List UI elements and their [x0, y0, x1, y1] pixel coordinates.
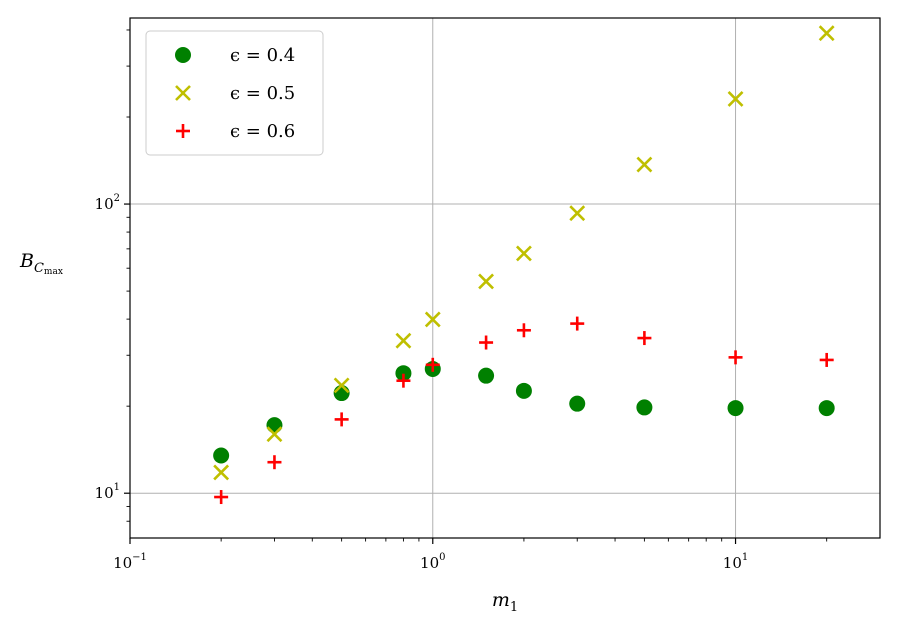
- x-marker-stroke: [213, 464, 230, 481]
- y-tick-label-base: 10: [95, 484, 114, 502]
- x-marker-stroke: [569, 205, 586, 222]
- data-point: [266, 417, 283, 434]
- legend-marker: [175, 85, 191, 101]
- x-marker-stroke: [636, 156, 653, 173]
- data-point: [818, 25, 835, 42]
- x-marker-stroke: [727, 90, 744, 107]
- y-tick-label: 102: [95, 193, 120, 213]
- legend-box: [145, 30, 324, 156]
- data-point: [515, 245, 532, 262]
- legend-items: ϵ = 0.4 ϵ = 0.5 ϵ = 0.6: [175, 45, 295, 142]
- x-marker-stroke: [424, 311, 441, 328]
- x-axis-label: m1: [492, 589, 518, 615]
- y-axis-label: BCmax: [19, 250, 63, 277]
- legend-entry: ϵ = 0.6: [176, 121, 295, 142]
- y-tick-label-exponent: 2: [114, 193, 120, 204]
- data-point: [636, 399, 653, 416]
- data-point: [569, 205, 586, 222]
- data-point: [425, 357, 440, 372]
- legend-entry: ϵ = 0.5: [175, 83, 295, 104]
- data-point: [478, 367, 495, 384]
- x-tick-label-base: 10: [113, 554, 132, 572]
- plot-frame: [129, 17, 881, 539]
- data-point: [479, 335, 494, 350]
- data-point: [818, 400, 835, 417]
- data-point: [266, 426, 283, 443]
- legend-marker: [175, 47, 191, 63]
- data-point: [516, 323, 531, 338]
- legend-entry: ϵ = 0.4: [175, 45, 295, 66]
- x-marker-stroke: [333, 377, 350, 394]
- y-axis-label-subscript: C: [34, 261, 44, 276]
- data-point: [213, 447, 230, 464]
- x-tick-label-exponent: 0: [439, 552, 445, 563]
- data-point: [424, 311, 441, 328]
- series-3: [214, 316, 834, 505]
- data-point: [213, 464, 230, 481]
- y-tick-label-base: 10: [95, 195, 114, 213]
- data-point: [267, 455, 282, 470]
- data-point: [570, 316, 585, 331]
- data-point: [395, 332, 412, 349]
- y-axis-label-subsubscript: max: [44, 267, 63, 277]
- x-marker-stroke: [515, 245, 532, 262]
- x-tick-label: 100: [420, 552, 445, 572]
- x-tick-label-base: 10: [420, 554, 439, 572]
- series-1: [213, 360, 835, 464]
- data-point: [636, 156, 653, 173]
- legend-label: ϵ = 0.4: [230, 45, 295, 66]
- data-point: [515, 382, 532, 399]
- data-point: [727, 90, 744, 107]
- y-tick-label: 101: [95, 482, 120, 502]
- x-marker-stroke: [395, 332, 412, 349]
- x-tick-label: 10−1: [113, 552, 147, 572]
- data-points: [213, 25, 835, 505]
- data-point: [334, 412, 349, 427]
- x-tick-label-exponent: 1: [742, 552, 748, 563]
- data-point: [637, 331, 652, 346]
- legend-label: ϵ = 0.5: [230, 83, 295, 104]
- data-point: [819, 352, 834, 367]
- x-marker-stroke: [478, 273, 495, 290]
- x-marker-stroke: [175, 85, 191, 101]
- data-point: [333, 385, 350, 402]
- data-point: [478, 273, 495, 290]
- data-point: [727, 400, 744, 417]
- x-tick-label: 101: [723, 552, 748, 572]
- grid: [130, 18, 880, 538]
- data-point: [728, 350, 743, 365]
- x-tick-label-base: 10: [723, 554, 742, 572]
- series-2: [213, 25, 835, 481]
- data-point: [333, 377, 350, 394]
- data-point: [396, 373, 411, 388]
- legend-marker: [176, 124, 190, 138]
- data-point: [569, 395, 586, 412]
- y-tick-label-exponent: 1: [114, 482, 120, 493]
- x-marker-stroke: [818, 25, 835, 42]
- legend-label: ϵ = 0.6: [230, 121, 295, 142]
- x-axis-label-subscript: 1: [510, 600, 518, 615]
- major-ticks: [124, 203, 737, 544]
- legend: ϵ = 0.4 ϵ = 0.5 ϵ = 0.6: [145, 30, 324, 156]
- x-marker-stroke: [266, 426, 283, 443]
- x-tick-label-exponent: −1: [132, 552, 147, 563]
- data-point: [395, 365, 412, 382]
- data-point: [214, 490, 229, 505]
